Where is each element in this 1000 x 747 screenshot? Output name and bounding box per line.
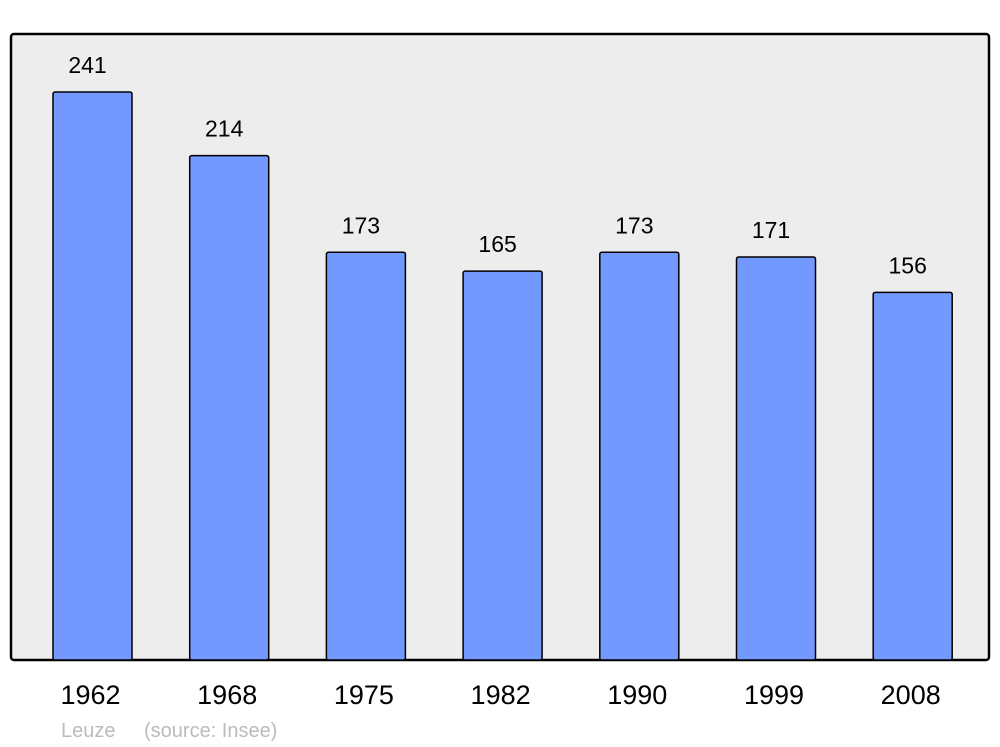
- data-label: 173: [342, 212, 380, 238]
- x-tick-label: 1962: [60, 680, 120, 710]
- data-label: 171: [752, 217, 790, 243]
- x-tick-label: 1968: [197, 680, 257, 710]
- data-label: 156: [889, 252, 927, 278]
- data-label: 214: [205, 116, 244, 142]
- footer-source: (source: Insee): [144, 720, 277, 742]
- x-tick-label: 1982: [471, 680, 531, 710]
- data-label: 241: [68, 52, 106, 78]
- bar-1982: [462, 270, 543, 661]
- x-tick-label: 1999: [744, 680, 804, 710]
- x-tick-label: 1990: [607, 680, 667, 710]
- data-label: 165: [478, 231, 516, 257]
- footer-place: Leuze: [61, 720, 116, 742]
- bar-1975: [325, 251, 407, 661]
- x-tick-label: 2008: [881, 680, 941, 710]
- bar-1990: [599, 251, 680, 661]
- data-label: 173: [615, 212, 653, 238]
- bar-1968: [188, 154, 270, 661]
- x-tick-label: 1975: [334, 680, 394, 710]
- bar-1999: [735, 256, 817, 661]
- bar-1962: [52, 91, 133, 661]
- bar-2008: [872, 291, 953, 661]
